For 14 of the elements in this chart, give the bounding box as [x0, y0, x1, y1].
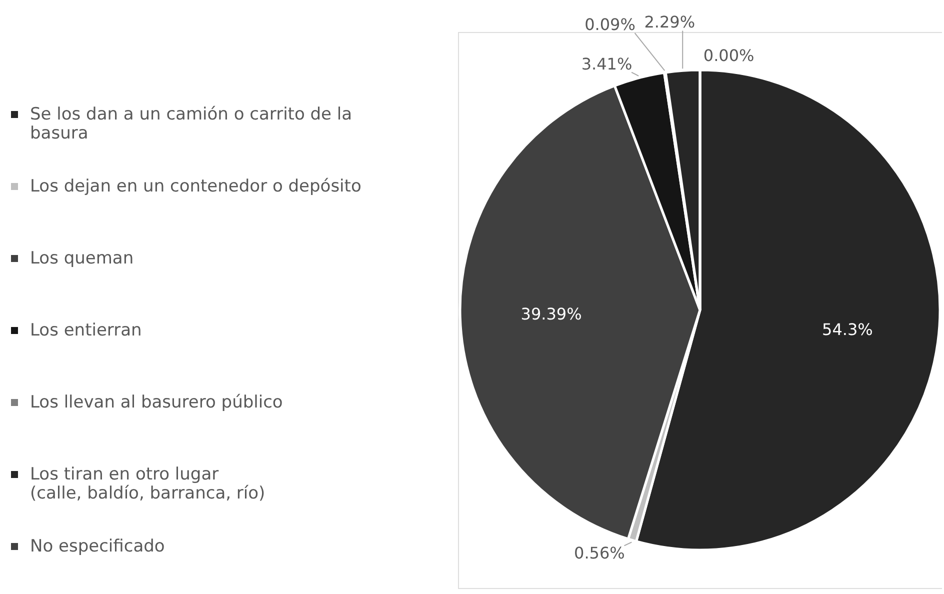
legend-label: No especificado [30, 536, 165, 556]
data-label: 0.09% [584, 15, 636, 34]
legend-label: Los dejan en un contenedor o depósito [30, 176, 362, 196]
data-label: 0.56% [574, 544, 625, 563]
data-label: 2.29% [644, 12, 696, 32]
legend-label: Los tiran en otro lugar (calle, baldío, barranca, río) [30, 464, 266, 504]
legend-label: Los llevan al basurero público [30, 392, 283, 412]
data-label: 54.3% [822, 320, 873, 339]
legend-label: Los queman [30, 248, 134, 268]
data-label: 39.39% [520, 304, 582, 324]
text: 0.00% [703, 46, 754, 65]
legend-label: Los entierran [30, 320, 142, 340]
legend-label: Se los dan a un camión o carrito de la basura [30, 104, 352, 144]
data-label: 3.41% [581, 54, 632, 74]
